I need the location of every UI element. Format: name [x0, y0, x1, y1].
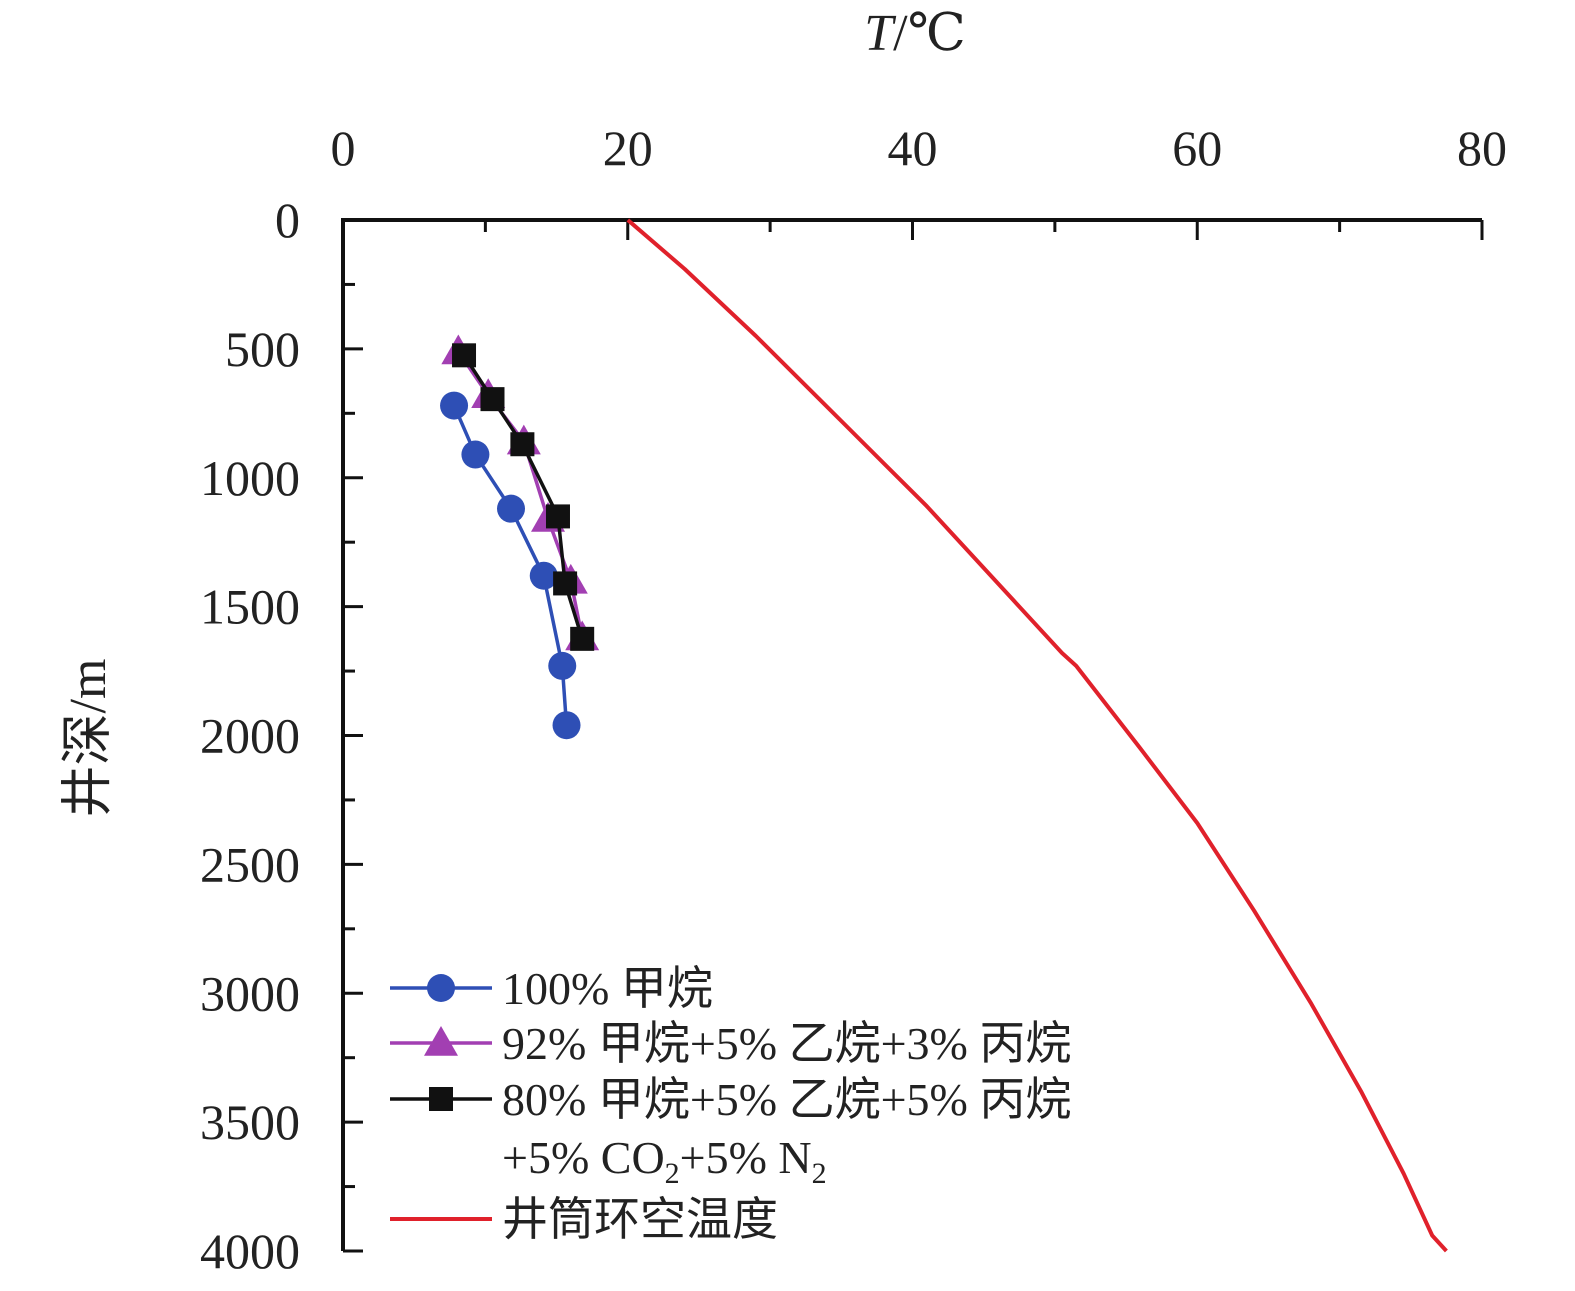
- subscript: 2: [665, 1157, 680, 1190]
- legend-swatch-marker: [429, 1087, 453, 1111]
- series-1: [440, 391, 581, 740]
- data-point: [552, 711, 581, 740]
- y-tick-label: 1000: [200, 450, 300, 506]
- subscript: 2: [812, 1157, 827, 1190]
- x-tick-label: 60: [1172, 120, 1222, 176]
- data-point: [529, 561, 558, 590]
- x-tick-label: 40: [888, 120, 938, 176]
- y-tick-label: 500: [225, 321, 300, 377]
- y-tick-label: 2500: [200, 836, 300, 892]
- x-tick-label: 20: [603, 120, 653, 176]
- y-tick-label: 1500: [200, 579, 300, 635]
- data-point: [452, 343, 477, 368]
- legend-label: 100% 甲烷: [502, 963, 713, 1014]
- legend-swatch-marker: [424, 1026, 458, 1056]
- legend-label: 92% 甲烷+5% 乙烷+3% 丙烷: [502, 1018, 1071, 1069]
- y-tick-label: 4000: [200, 1223, 300, 1279]
- legend-item-3: 80% 甲烷+5% 乙烷+5% 丙烷+5% CO2+5% N2: [390, 1074, 1071, 1190]
- x-axis-title: T/℃: [864, 5, 966, 62]
- x-tick-label: 80: [1457, 120, 1507, 176]
- y-tick-label: 3500: [200, 1094, 300, 1150]
- legend-item-4: 井筒环空温度: [390, 1194, 778, 1245]
- legend-label: 80% 甲烷+5% 乙烷+5% 丙烷: [502, 1074, 1071, 1125]
- data-point: [497, 494, 526, 523]
- series-2: [441, 334, 600, 651]
- series-4: [626, 218, 1448, 1253]
- text-part: +5% CO: [502, 1132, 665, 1183]
- legend-swatch-marker: [427, 974, 455, 1002]
- series-line: [626, 218, 1448, 1253]
- data-point: [548, 651, 577, 680]
- legend-item-1: 100% 甲烷: [390, 963, 713, 1014]
- y-tick-label: 0: [275, 192, 300, 248]
- data-point: [461, 440, 490, 469]
- data-point: [570, 626, 595, 651]
- text-part: +5% N: [680, 1132, 812, 1183]
- axes: 0 20 40 60 80 0 500 1000 1500 2000 2500 3000 3500 400…: [200, 120, 1507, 1279]
- data-point: [553, 571, 578, 596]
- data-point: [545, 504, 570, 529]
- data-point: [480, 387, 505, 412]
- legend-item-2: 92% 甲烷+5% 乙烷+3% 丙烷: [390, 1018, 1071, 1069]
- x-axis-title-unit: /℃: [893, 5, 966, 62]
- x-tick-label: 0: [331, 120, 356, 176]
- legend-label: 井筒环空温度: [502, 1194, 778, 1245]
- data-point: [440, 391, 469, 420]
- legend-label-continued: +5% CO2+5% N2: [502, 1132, 827, 1190]
- data-point: [510, 432, 535, 457]
- y-tick-label: 3000: [200, 965, 300, 1021]
- y-axis-title: 井深/m: [60, 659, 117, 818]
- y-tick-label: 2000: [200, 708, 300, 764]
- series-3: [452, 343, 595, 651]
- x-axis-title-symbol: T: [864, 5, 896, 62]
- series-layer: [440, 218, 1448, 1253]
